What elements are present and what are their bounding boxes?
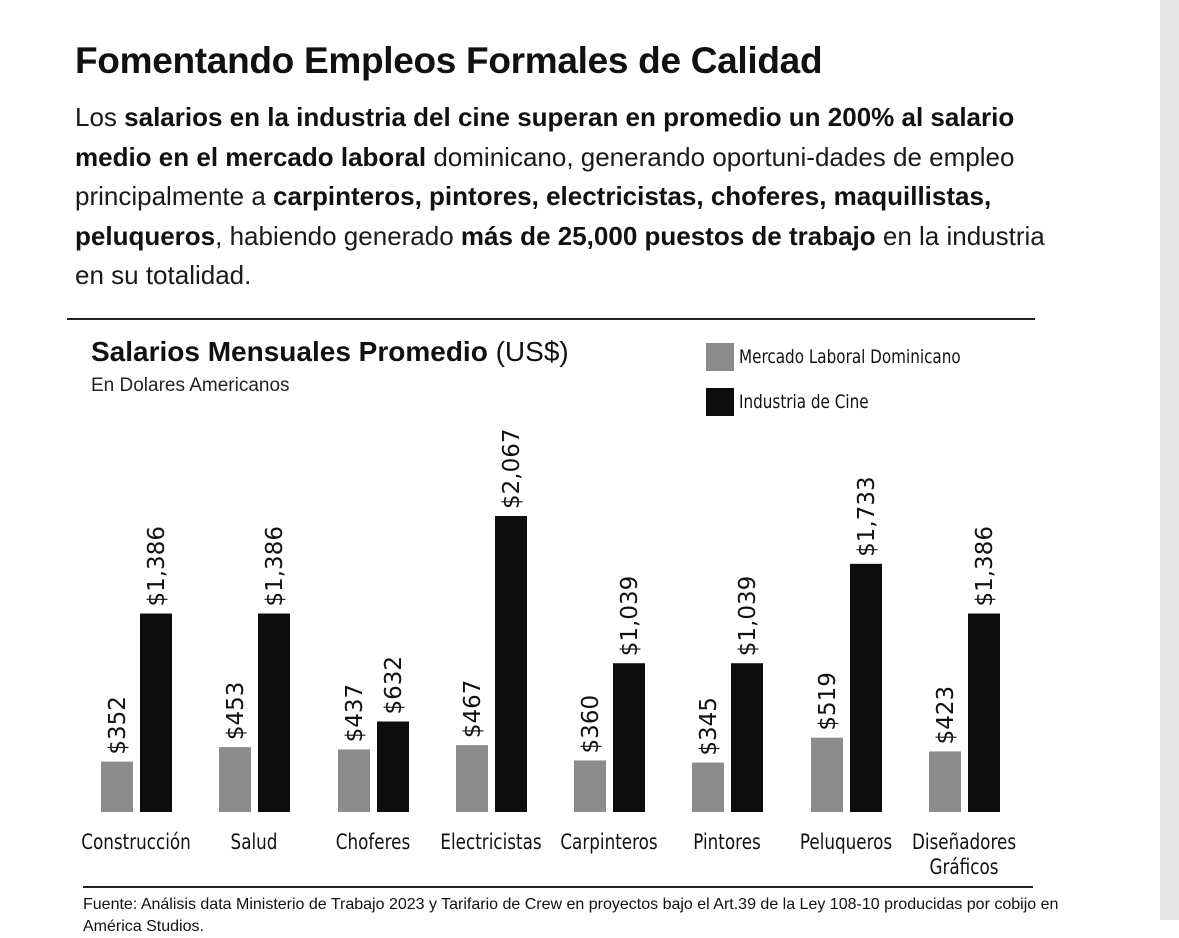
value-label-mercado-carpinteros: $360 xyxy=(578,695,604,754)
emphasis-trades: carpinteros, pintores, electricistas, ch… xyxy=(75,181,992,251)
bar-cine-electricistas xyxy=(495,516,527,812)
chart-subtitle: En Dolares Americanos xyxy=(91,375,290,396)
bar-mercado-peluqueros xyxy=(811,737,843,812)
category-label-electricistas: Electricistas xyxy=(440,830,541,854)
value-label-mercado-electricistas: $467 xyxy=(460,680,486,739)
category-label-choferes: Choferes xyxy=(336,830,410,854)
value-label-cine-disenadores-graficos: $1,386 xyxy=(972,526,998,606)
chart-top-rule xyxy=(67,318,1035,320)
intro-paragraph: Los salarios en la industria del cine su… xyxy=(75,102,1045,290)
value-label-mercado-pintores: $345 xyxy=(696,697,722,756)
bar-cine-salud xyxy=(258,613,290,812)
category-label-construccion: Construcción xyxy=(81,830,191,854)
page-edge-strip xyxy=(1160,0,1179,920)
legend-swatch-cine xyxy=(706,388,734,416)
source-rule xyxy=(83,886,1033,888)
value-label-cine-choferes: $632 xyxy=(381,656,407,715)
legend-item-mercado: Mercado Laboral Dominicano xyxy=(706,340,1016,374)
emphasis-jobs: más de 25,000 puestos de trabajo xyxy=(460,220,876,251)
bar-mercado-choferes xyxy=(338,749,370,812)
value-label-mercado-disenadores-graficos: $423 xyxy=(933,686,959,745)
category-label-disenadores-graficos-line1: Diseñadores xyxy=(912,830,1016,854)
bar-cine-disenadores-graficos xyxy=(968,613,1000,812)
value-label-mercado-peluqueros: $519 xyxy=(815,672,841,731)
chart-title: Salarios Mensuales Promedio (US$) xyxy=(91,336,569,367)
bar-mercado-salud xyxy=(219,747,251,812)
value-label-cine-pintores: $1,039 xyxy=(735,576,761,656)
legend-item-cine: Industria de Cine xyxy=(706,385,1016,419)
bar-cine-choferes xyxy=(377,721,409,812)
category-label-salud: Salud xyxy=(231,830,278,854)
source-note: Fuente: Análisis data Ministerio de Trab… xyxy=(83,896,1059,935)
value-label-mercado-choferes: $437 xyxy=(342,684,368,743)
value-label-mercado-salud: $453 xyxy=(223,682,249,741)
bar-mercado-electricistas xyxy=(456,745,488,812)
category-label-disenadores-graficos-line2: Gráficos xyxy=(929,855,998,879)
bar-mercado-construccion xyxy=(101,761,133,812)
value-label-cine-construccion: $1,386 xyxy=(144,526,170,606)
bar-cine-peluqueros xyxy=(850,563,882,812)
emphasis-salaries: salarios en la industria del cine supera… xyxy=(75,102,1015,172)
bar-cine-construccion xyxy=(140,613,172,812)
bar-cine-pintores xyxy=(731,663,763,812)
category-label-pintores: Pintores xyxy=(693,830,761,854)
value-label-cine-salud: $1,386 xyxy=(262,526,288,606)
value-label-cine-peluqueros: $1,733 xyxy=(854,476,880,556)
bar-mercado-disenadores-graficos xyxy=(929,751,961,812)
value-label-cine-carpinteros: $1,039 xyxy=(617,576,643,656)
category-label-carpinteros: Carpinteros xyxy=(560,830,657,854)
bar-mercado-carpinteros xyxy=(574,760,606,812)
legend-label-mercado: Mercado Laboral Dominicano xyxy=(739,346,961,368)
section-heading: Fomentando Empleos Formales de Calidad xyxy=(75,40,823,81)
chart-title-unit: (US$) xyxy=(495,336,569,367)
value-label-mercado-construccion: $352 xyxy=(105,696,131,755)
category-label-peluqueros: Peluqueros xyxy=(800,830,892,854)
bar-mercado-pintores xyxy=(692,762,724,812)
legend-swatch-mercado xyxy=(706,343,734,371)
bar-cine-carpinteros xyxy=(613,663,645,812)
legend-label-cine: Industria de Cine xyxy=(739,391,869,413)
chart-legend: Mercado Laboral Dominicano Industria de … xyxy=(706,340,1016,430)
value-label-cine-electricistas: $2,067 xyxy=(499,429,525,509)
